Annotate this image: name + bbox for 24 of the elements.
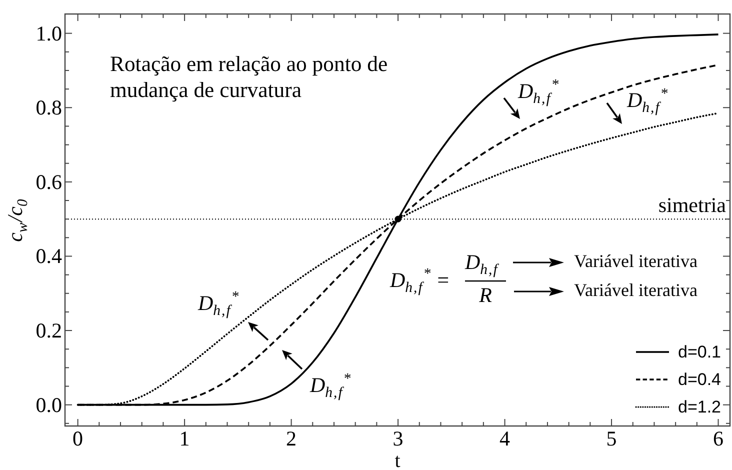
y-tick-label: 0.0 (36, 392, 62, 417)
text: d=0.4 (678, 370, 722, 389)
y-tick-label: 0.6 (36, 170, 62, 194)
annotation: Rotação em relação ao ponto de mudança de curvatura (110, 52, 388, 102)
annotation: Variável iterativa (574, 280, 698, 300)
text: d=0.1 (678, 342, 722, 362)
y-tick-label: 0.8 (36, 96, 62, 120)
x-tick-label: 0 (72, 426, 84, 450)
x-tick-label: 6 (713, 426, 724, 450)
annotation: Variável iterativa (574, 251, 698, 271)
y-tick-label: 0.4 (36, 244, 62, 268)
x-tick-label: 5 (606, 426, 617, 450)
x-tick-label: 1 (179, 426, 190, 450)
text: d=1.2 (678, 398, 722, 416)
x-tick-label: 4 (500, 426, 511, 450)
ref-line-label: simetria (658, 193, 727, 218)
x-axis-title: t (394, 450, 401, 470)
x-tick-label: 3 (392, 426, 404, 450)
annotation: R (478, 283, 492, 307)
y-tick-label: 0.2 (36, 318, 62, 343)
annotation: D$_{h,f}$$^{*}$ = (389, 266, 450, 296)
annotation: D$_{h,f}$ (464, 250, 500, 278)
y-tick-label: 1.0 (36, 21, 62, 46)
x-tick-label: 2 (286, 426, 297, 450)
